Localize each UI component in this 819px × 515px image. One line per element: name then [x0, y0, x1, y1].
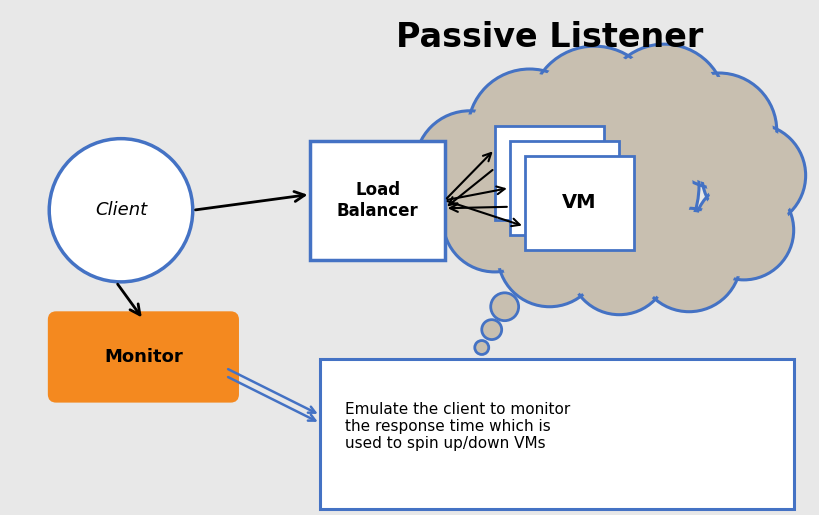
Circle shape: [419, 115, 519, 216]
Text: Passive Listener: Passive Listener: [396, 21, 703, 54]
Circle shape: [490, 293, 518, 321]
Circle shape: [660, 73, 776, 188]
Text: Client: Client: [95, 201, 147, 219]
Circle shape: [572, 219, 664, 311]
FancyBboxPatch shape: [494, 126, 604, 220]
Circle shape: [693, 180, 793, 280]
Circle shape: [446, 173, 541, 268]
Circle shape: [697, 184, 789, 276]
Circle shape: [665, 78, 771, 184]
Circle shape: [529, 46, 658, 176]
Circle shape: [49, 139, 192, 282]
Circle shape: [482, 320, 501, 339]
Text: Emulate the client to monitor
the response time which is
used to spin up/down VM: Emulate the client to monitor the respon…: [345, 402, 570, 452]
FancyBboxPatch shape: [49, 313, 238, 401]
Circle shape: [474, 340, 488, 354]
FancyBboxPatch shape: [524, 156, 633, 250]
Circle shape: [701, 124, 805, 227]
Circle shape: [519, 96, 698, 275]
Circle shape: [607, 49, 720, 163]
Circle shape: [602, 44, 725, 167]
Circle shape: [414, 111, 524, 220]
FancyBboxPatch shape: [310, 141, 445, 260]
Circle shape: [705, 128, 800, 223]
FancyBboxPatch shape: [320, 359, 793, 509]
Circle shape: [501, 208, 596, 303]
Text: VM: VM: [562, 193, 596, 212]
Circle shape: [467, 69, 590, 193]
Circle shape: [534, 52, 654, 170]
Circle shape: [636, 208, 740, 312]
Circle shape: [640, 212, 735, 307]
Circle shape: [442, 168, 546, 272]
Text: Monitor: Monitor: [104, 348, 183, 366]
Circle shape: [568, 215, 668, 315]
Circle shape: [497, 203, 600, 307]
Circle shape: [473, 74, 586, 187]
Text: Load
Balancer: Load Balancer: [337, 181, 418, 220]
Circle shape: [526, 103, 691, 268]
FancyBboxPatch shape: [509, 141, 618, 235]
